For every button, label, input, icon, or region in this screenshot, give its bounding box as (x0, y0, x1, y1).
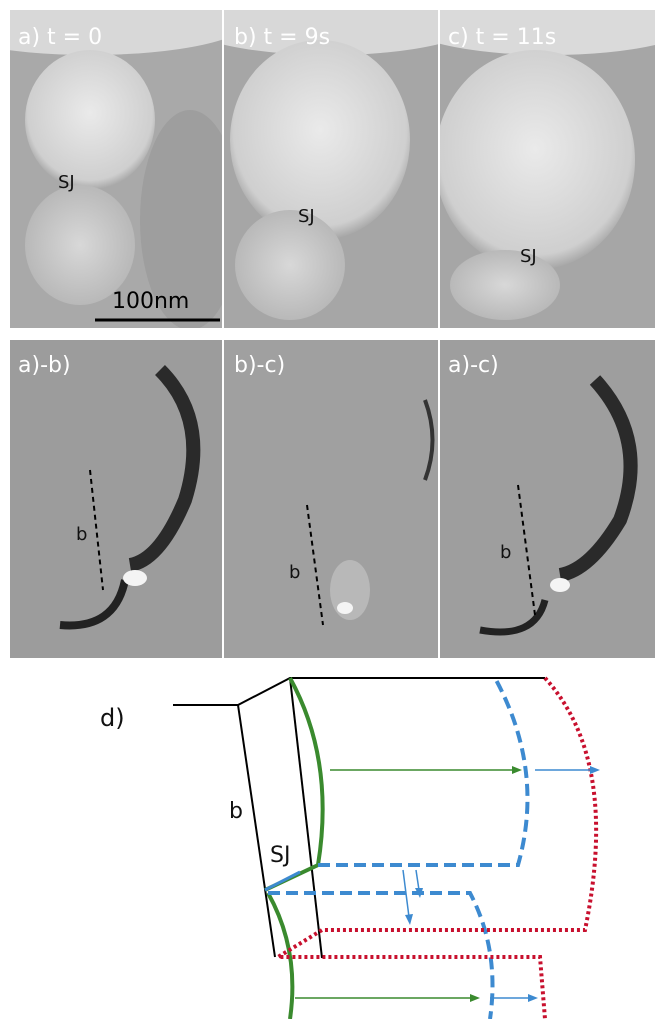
panel-label: b) t = 9s (234, 25, 330, 50)
panel-label: a)-c) (448, 353, 499, 378)
image-panel (10, 340, 222, 658)
slab-marker: b (289, 562, 300, 583)
junction-marker: SJ (58, 172, 75, 193)
slab-marker: b (76, 524, 87, 545)
panel-label: d) (100, 704, 125, 732)
junction-marker: SJ (298, 206, 315, 227)
slab-marker: b (500, 542, 511, 563)
junction-marker: SJ (520, 246, 537, 267)
panel-label: c) t = 11s (448, 25, 556, 50)
slab-label: b (229, 799, 243, 824)
diagram (173, 678, 600, 1019)
image-panel (224, 340, 438, 658)
panel-label: a)-b) (18, 353, 71, 378)
scale-bar-label: 100nm (112, 289, 189, 314)
image-panel (440, 340, 655, 658)
junction-label: SJ (270, 843, 290, 868)
figure: a) t = 0 b) t = 9s c) t = 11s SJ SJ SJ 1… (0, 0, 655, 1019)
panel-label: b)-c) (234, 353, 285, 378)
panel-label: a) t = 0 (18, 25, 102, 50)
